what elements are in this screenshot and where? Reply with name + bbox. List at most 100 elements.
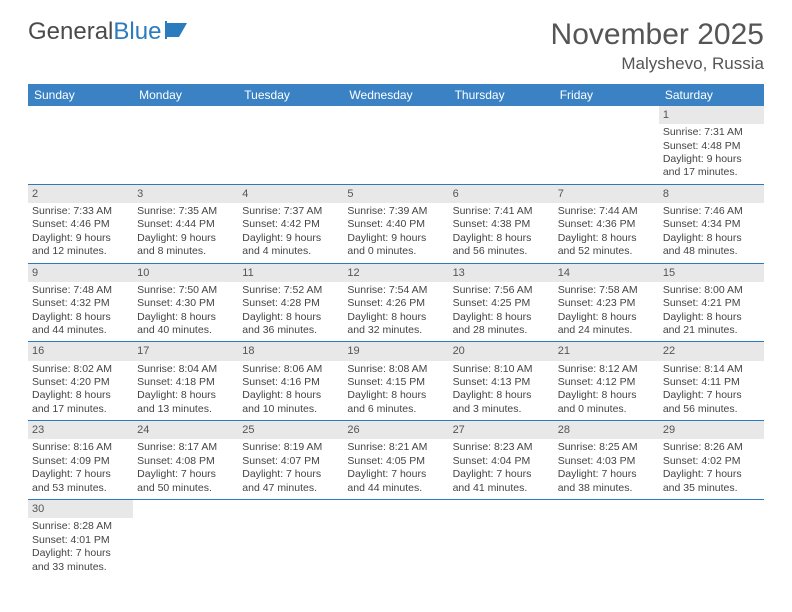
calendar-cell: 27Sunrise: 8:23 AMSunset: 4:04 PMDayligh… [449, 421, 554, 500]
sunset-text: Sunset: 4:38 PM [453, 218, 550, 231]
calendar-cell: 15Sunrise: 8:00 AMSunset: 4:21 PMDayligh… [659, 263, 764, 342]
day-details: Sunrise: 7:52 AMSunset: 4:28 PMDaylight:… [238, 282, 343, 342]
calendar-cell: 25Sunrise: 8:19 AMSunset: 4:07 PMDayligh… [238, 421, 343, 500]
day-number: 28 [554, 421, 659, 439]
day-details: Sunrise: 7:56 AMSunset: 4:25 PMDaylight:… [449, 282, 554, 342]
sunset-text: Sunset: 4:36 PM [558, 218, 655, 231]
daylight-text: Daylight: 7 hours and 53 minutes. [32, 468, 129, 495]
sunset-text: Sunset: 4:44 PM [137, 218, 234, 231]
sunset-text: Sunset: 4:46 PM [32, 218, 129, 231]
day-details: Sunrise: 8:17 AMSunset: 4:08 PMDaylight:… [133, 439, 238, 499]
daylight-text: Daylight: 7 hours and 50 minutes. [137, 468, 234, 495]
flag-icon [165, 18, 193, 46]
day-details: Sunrise: 7:44 AMSunset: 4:36 PMDaylight:… [554, 203, 659, 263]
day-details: Sunrise: 8:21 AMSunset: 4:05 PMDaylight:… [343, 439, 448, 499]
daylight-text: Daylight: 8 hours and 3 minutes. [453, 389, 550, 416]
sunrise-text: Sunrise: 8:14 AM [663, 363, 760, 376]
day-number: 11 [238, 264, 343, 282]
daylight-text: Daylight: 8 hours and 6 minutes. [347, 389, 444, 416]
day-number: 9 [28, 264, 133, 282]
sunset-text: Sunset: 4:13 PM [453, 376, 550, 389]
logo: GeneralBlue [28, 18, 193, 46]
calendar-cell: 16Sunrise: 8:02 AMSunset: 4:20 PMDayligh… [28, 342, 133, 421]
day-details: Sunrise: 8:25 AMSunset: 4:03 PMDaylight:… [554, 439, 659, 499]
sunset-text: Sunset: 4:18 PM [137, 376, 234, 389]
day-details: Sunrise: 7:35 AMSunset: 4:44 PMDaylight:… [133, 203, 238, 263]
day-number: 17 [133, 342, 238, 360]
weekday-header: Tuesday [238, 84, 343, 106]
sunrise-text: Sunrise: 8:00 AM [663, 284, 760, 297]
sunrise-text: Sunrise: 7:58 AM [558, 284, 655, 297]
sunset-text: Sunset: 4:42 PM [242, 218, 339, 231]
calendar-cell: 9Sunrise: 7:48 AMSunset: 4:32 PMDaylight… [28, 263, 133, 342]
day-details: Sunrise: 8:12 AMSunset: 4:12 PMDaylight:… [554, 361, 659, 421]
day-details: Sunrise: 8:06 AMSunset: 4:16 PMDaylight:… [238, 361, 343, 421]
daylight-text: Daylight: 8 hours and 40 minutes. [137, 311, 234, 338]
calendar-cell: 3Sunrise: 7:35 AMSunset: 4:44 PMDaylight… [133, 184, 238, 263]
day-details: Sunrise: 7:41 AMSunset: 4:38 PMDaylight:… [449, 203, 554, 263]
sunrise-text: Sunrise: 7:56 AM [453, 284, 550, 297]
day-number: 4 [238, 185, 343, 203]
calendar-table: Sunday Monday Tuesday Wednesday Thursday… [28, 84, 764, 578]
calendar-cell: 11Sunrise: 7:52 AMSunset: 4:28 PMDayligh… [238, 263, 343, 342]
sunrise-text: Sunrise: 8:26 AM [663, 441, 760, 454]
sunrise-text: Sunrise: 8:04 AM [137, 363, 234, 376]
day-details: Sunrise: 7:58 AMSunset: 4:23 PMDaylight:… [554, 282, 659, 342]
calendar-cell: 14Sunrise: 7:58 AMSunset: 4:23 PMDayligh… [554, 263, 659, 342]
sunset-text: Sunset: 4:25 PM [453, 297, 550, 310]
weekday-header: Monday [133, 84, 238, 106]
daylight-text: Daylight: 9 hours and 4 minutes. [242, 232, 339, 259]
calendar-cell: 21Sunrise: 8:12 AMSunset: 4:12 PMDayligh… [554, 342, 659, 421]
sunrise-text: Sunrise: 8:06 AM [242, 363, 339, 376]
day-details: Sunrise: 7:31 AMSunset: 4:48 PMDaylight:… [659, 124, 764, 184]
calendar-row: 23Sunrise: 8:16 AMSunset: 4:09 PMDayligh… [28, 421, 764, 500]
day-number: 13 [449, 264, 554, 282]
day-number: 20 [449, 342, 554, 360]
day-details: Sunrise: 8:10 AMSunset: 4:13 PMDaylight:… [449, 361, 554, 421]
sunrise-text: Sunrise: 8:08 AM [347, 363, 444, 376]
calendar-cell [343, 106, 448, 184]
day-details: Sunrise: 7:54 AMSunset: 4:26 PMDaylight:… [343, 282, 448, 342]
sunset-text: Sunset: 4:30 PM [137, 297, 234, 310]
sunrise-text: Sunrise: 7:35 AM [137, 205, 234, 218]
weekday-header: Saturday [659, 84, 764, 106]
sunset-text: Sunset: 4:02 PM [663, 455, 760, 468]
weekday-header-row: Sunday Monday Tuesday Wednesday Thursday… [28, 84, 764, 106]
calendar-cell: 28Sunrise: 8:25 AMSunset: 4:03 PMDayligh… [554, 421, 659, 500]
day-details: Sunrise: 7:39 AMSunset: 4:40 PMDaylight:… [343, 203, 448, 263]
sunrise-text: Sunrise: 8:12 AM [558, 363, 655, 376]
weekday-header: Friday [554, 84, 659, 106]
day-number: 22 [659, 342, 764, 360]
sunrise-text: Sunrise: 7:54 AM [347, 284, 444, 297]
calendar-cell: 13Sunrise: 7:56 AMSunset: 4:25 PMDayligh… [449, 263, 554, 342]
sunset-text: Sunset: 4:20 PM [32, 376, 129, 389]
day-details: Sunrise: 7:33 AMSunset: 4:46 PMDaylight:… [28, 203, 133, 263]
day-number: 14 [554, 264, 659, 282]
day-number: 12 [343, 264, 448, 282]
calendar-cell [238, 500, 343, 578]
sunrise-text: Sunrise: 7:50 AM [137, 284, 234, 297]
daylight-text: Daylight: 7 hours and 47 minutes. [242, 468, 339, 495]
calendar-cell [343, 500, 448, 578]
sunset-text: Sunset: 4:15 PM [347, 376, 444, 389]
sunrise-text: Sunrise: 7:52 AM [242, 284, 339, 297]
daylight-text: Daylight: 9 hours and 8 minutes. [137, 232, 234, 259]
sunrise-text: Sunrise: 8:10 AM [453, 363, 550, 376]
day-number: 10 [133, 264, 238, 282]
day-number: 16 [28, 342, 133, 360]
sunset-text: Sunset: 4:26 PM [347, 297, 444, 310]
day-details: Sunrise: 7:50 AMSunset: 4:30 PMDaylight:… [133, 282, 238, 342]
daylight-text: Daylight: 8 hours and 17 minutes. [32, 389, 129, 416]
calendar-row: 2Sunrise: 7:33 AMSunset: 4:46 PMDaylight… [28, 184, 764, 263]
calendar-cell [659, 500, 764, 578]
day-details: Sunrise: 8:04 AMSunset: 4:18 PMDaylight:… [133, 361, 238, 421]
daylight-text: Daylight: 8 hours and 48 minutes. [663, 232, 760, 259]
daylight-text: Daylight: 7 hours and 35 minutes. [663, 468, 760, 495]
daylight-text: Daylight: 8 hours and 0 minutes. [558, 389, 655, 416]
sunset-text: Sunset: 4:07 PM [242, 455, 339, 468]
sunrise-text: Sunrise: 7:44 AM [558, 205, 655, 218]
day-number: 26 [343, 421, 448, 439]
daylight-text: Daylight: 9 hours and 17 minutes. [663, 153, 760, 180]
sunset-text: Sunset: 4:12 PM [558, 376, 655, 389]
daylight-text: Daylight: 8 hours and 56 minutes. [453, 232, 550, 259]
